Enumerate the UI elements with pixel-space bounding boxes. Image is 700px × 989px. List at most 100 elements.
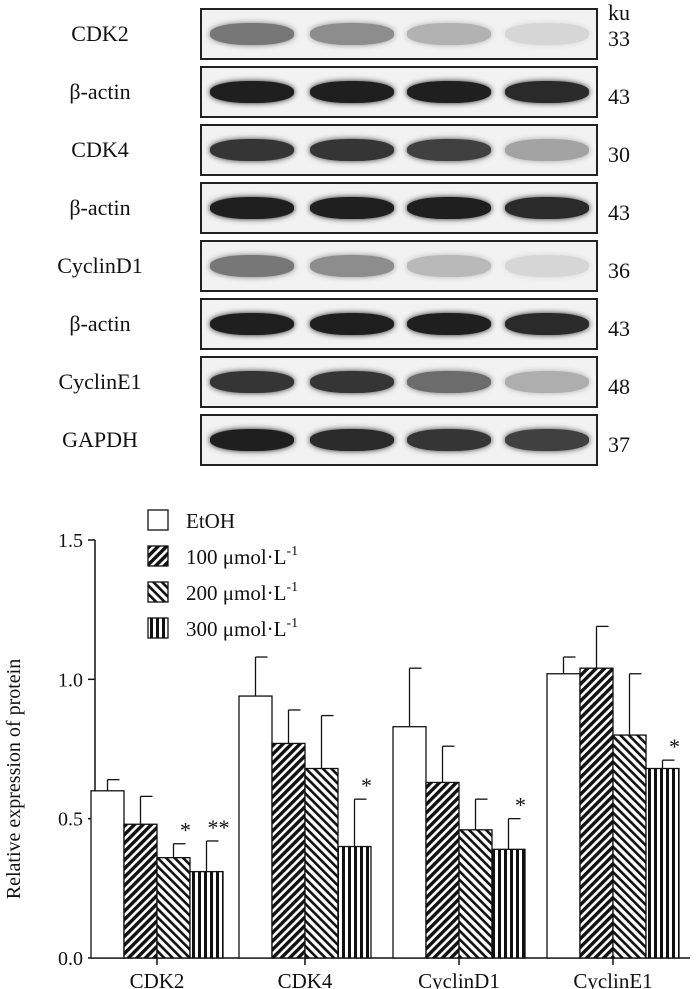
blot-band [505,139,589,161]
blot-band [407,429,491,451]
x-tick-label: CDK2 [130,969,185,989]
blot-band [407,255,491,277]
legend-label-superscript: -1 [287,544,299,559]
y-axis-label: Relative expression of protein [3,659,25,900]
blot-panel [200,240,598,292]
blot-band [210,197,294,219]
significance-marker: * [361,773,372,798]
blot-band [407,371,491,393]
legend-label-superscript: -1 [287,580,299,595]
blot-band [505,197,589,219]
bar [156,857,191,959]
blot-band [310,23,394,45]
blot-band [407,197,491,219]
legend-label-text: EtOH [186,509,235,533]
blot-row-label: CyclinE1 [58,369,142,394]
blot-panel [200,356,598,408]
blot-row-molecular-weight: 33 [608,26,630,51]
blot-band [310,255,394,277]
bar-chart: 0.0 0.5 1.0 1.5 Relative expression of prote… [3,509,690,989]
blot-panel [200,414,598,466]
chart-axes: 0.0 0.5 1.0 1.5 Relative expression of prote… [3,530,690,989]
blot-band [310,371,394,393]
legend-label: 300 μmol·L-1 [186,616,298,641]
blot-band [310,313,394,335]
blot-band [505,371,589,393]
bar [337,845,372,959]
blot-panel [200,182,598,234]
bar [546,673,581,959]
bar [189,870,224,959]
blot-band [407,313,491,335]
significance-marker: * [515,793,526,818]
legend-swatch [147,617,169,639]
bar [90,790,125,959]
x-tick-label: CyclinD1 [418,969,500,989]
x-tick-label: CDK4 [278,969,333,989]
x-tick-label: CyclinE1 [573,969,652,989]
blot-row-molecular-weight: 43 [608,316,630,341]
legend-label: 100 μmol·L-1 [186,544,298,569]
blot-band [210,429,294,451]
blot-band [310,197,394,219]
bar [425,781,460,959]
blot-band [310,139,394,161]
bar [612,734,647,959]
significance-marker: ** [208,815,230,840]
y-tick-label: 0.5 [58,809,83,831]
legend-swatch [147,509,169,531]
significance-marker: * [180,818,191,843]
legend-swatch [147,545,169,567]
blot-row-molecular-weight: 36 [608,258,630,283]
blot-band [407,81,491,103]
blot-row-label: CDK2 [71,21,129,46]
legend-label-text: 300 μmol·L [186,617,287,641]
blot-band [210,139,294,161]
y-tick-label: 1.0 [58,669,83,691]
blot-band [210,313,294,335]
blot-row-label: CDK4 [71,137,129,162]
blot-row-molecular-weight: 43 [608,84,630,109]
blot-panel [200,8,598,60]
blot-row-label: β-actin [69,311,131,336]
blot-band [505,23,589,45]
legend-label-superscript: -1 [287,616,299,631]
y-tick-label: 0.0 [58,948,83,970]
chart-bars: * ***** [90,625,680,959]
molecular-weight-unit-header: ku [608,0,630,25]
bar [271,742,306,959]
y-tick-label: 1.5 [58,530,83,552]
blot-band [505,313,589,335]
blot-panel [200,66,598,118]
blot-band [310,429,394,451]
legend-label: EtOH [186,509,235,533]
blot-band [505,81,589,103]
blot-band [210,23,294,45]
blot-panel [200,124,598,176]
blot-row-label: GAPDH [62,427,138,452]
blot-band [210,371,294,393]
blot-band [407,23,491,45]
blot-band [310,81,394,103]
blot-band [505,429,589,451]
bar [579,667,614,959]
blot-row-molecular-weight: 37 [608,432,630,457]
blot-row-label: β-actin [69,195,131,220]
blot-row-molecular-weight: 30 [608,142,630,167]
blot-band [210,255,294,277]
bar [491,848,526,959]
bar [123,823,158,959]
blot-band [210,81,294,103]
blot-band [407,139,491,161]
bar [304,767,339,959]
significance-marker: * [669,734,680,759]
bar [458,829,493,959]
blot-panel [200,298,598,350]
blot-row-molecular-weight: 43 [608,200,630,225]
blot-row-label: β-actin [69,79,131,104]
blot-row-label: CyclinD1 [57,253,143,278]
legend-label-text: 100 μmol·L [186,545,287,569]
legend-label-text: 200 μmol·L [186,581,287,605]
blot-row-molecular-weight: 48 [608,374,630,399]
